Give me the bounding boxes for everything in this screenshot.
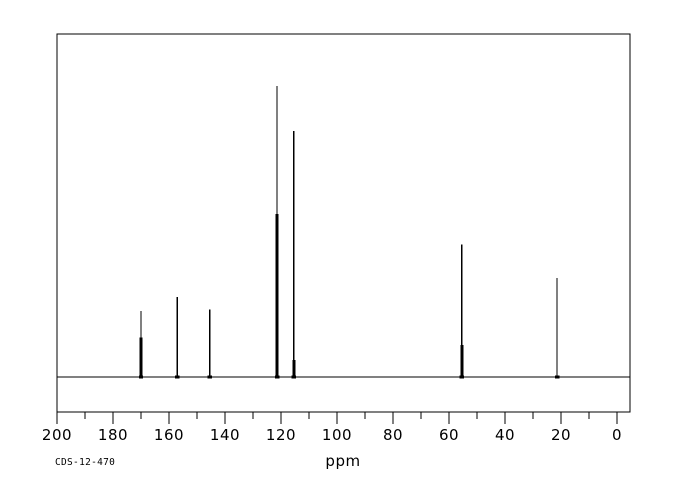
tick-label: 40	[495, 426, 515, 444]
axis-tick-labels: 200 180 160 140 120 100 80 60 40 20 0	[42, 426, 622, 444]
x-axis-title: ppm	[325, 452, 360, 470]
tick-label: 140	[210, 426, 240, 444]
peak-group	[138, 85, 560, 379]
tick-label: 80	[383, 426, 403, 444]
tick-label: 60	[439, 426, 459, 444]
tick-label: 0	[612, 426, 622, 444]
axis-ticks	[56, 412, 618, 424]
tick-label: 100	[322, 426, 352, 444]
tick-label: 160	[154, 426, 184, 444]
tick-label: 180	[98, 426, 128, 444]
tick-label: 200	[42, 426, 72, 444]
tick-label: 120	[266, 426, 296, 444]
catalog-code-label: CDS-12-470	[55, 457, 115, 468]
tick-label: 20	[551, 426, 571, 444]
plot-frame	[56, 33, 631, 413]
